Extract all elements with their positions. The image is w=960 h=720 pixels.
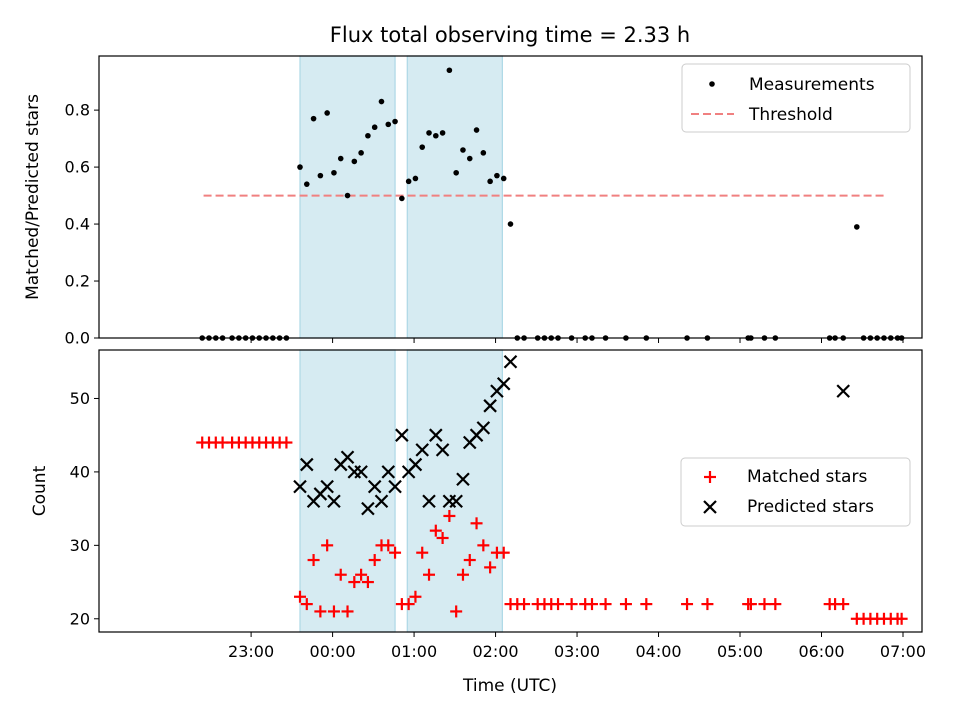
matched-star-point: [518, 598, 530, 610]
measurement-point: [474, 127, 480, 133]
matched-star-point: [600, 598, 612, 610]
measurement-point: [379, 99, 385, 105]
measurement-point: [467, 156, 473, 162]
measurement-point: [508, 221, 514, 227]
measurement-point: [453, 170, 459, 176]
matched-star-point: [769, 598, 781, 610]
measurement-point: [501, 176, 507, 182]
bottom-y-tick-label: 30: [70, 536, 90, 555]
predicted-star-point: [396, 429, 408, 441]
measurement-point: [481, 150, 487, 156]
top-x-ticks: [251, 338, 903, 343]
matched-star-point: [837, 598, 849, 610]
top-y-tick-label: 0.4: [65, 215, 90, 234]
x-tick-label: 03:00: [554, 642, 600, 661]
bottom-x-ticks: 23:00 00:00 01:00 02:00 03:00 04:00 05:00 06:00…: [228, 632, 926, 661]
matched-star-point: [586, 598, 598, 610]
observing-interval-band: [407, 56, 502, 338]
x-axis-label: Time (UTC): [462, 676, 557, 696]
ratio-panel: 0.0 0.2 0.4 0.6 0.8 Flux total observing tim…: [23, 23, 922, 348]
measurement-point: [392, 119, 398, 125]
measurement-point: [399, 196, 405, 202]
measurement-point: [426, 130, 432, 136]
measurement-point: [297, 164, 303, 170]
measurement-point: [419, 144, 425, 150]
measurement-point: [345, 193, 351, 199]
chart-canvas: 0.0 0.2 0.4 0.6 0.8 Flux total observing tim…: [0, 0, 960, 720]
matched-star-point: [280, 437, 292, 449]
top-y-tick-label: 0.8: [65, 101, 90, 120]
measurement-point: [385, 122, 391, 128]
x-tick-label: 23:00: [228, 642, 274, 661]
measurement-point: [331, 170, 337, 176]
x-tick-label: 05:00: [717, 642, 763, 661]
matched-star-point: [566, 598, 578, 610]
measurement-point: [494, 173, 500, 179]
top-y-tick-label: 0.6: [65, 158, 90, 177]
measurement-point: [433, 133, 439, 139]
measurement-point: [352, 159, 358, 165]
bottom-y-tick-label: 40: [70, 462, 90, 481]
bottom-legend: Matched stars Predicted stars: [681, 458, 910, 526]
x-tick-label: 04:00: [635, 642, 681, 661]
measurement-point: [440, 130, 446, 136]
x-tick-label: 00:00: [310, 642, 356, 661]
matched-star-point: [745, 598, 757, 610]
observing-interval-band: [300, 350, 395, 632]
top-y-tick-label: 0.2: [65, 272, 90, 291]
matched-star-point: [681, 598, 693, 610]
measurement-point: [406, 179, 412, 185]
bottom-y-ticks: 20 30 40 50: [70, 389, 99, 628]
predicted-star-point: [505, 356, 517, 368]
legend-measurements-label: Measurements: [749, 75, 875, 95]
x-tick-label: 02:00: [473, 642, 519, 661]
legend-matched-label: Matched stars: [747, 467, 867, 487]
measurement-point: [358, 150, 364, 156]
matched-star-point: [758, 598, 770, 610]
measurement-point: [304, 181, 310, 187]
top-y-ticks: 0.0 0.2 0.4 0.6 0.8: [65, 101, 99, 348]
matched-star-point: [552, 598, 564, 610]
bottom-y-axis-label: Count: [30, 465, 50, 516]
observing-interval-band: [407, 350, 502, 632]
legend-measurements-marker: [709, 81, 715, 87]
x-tick-label: 01:00: [391, 642, 437, 661]
count-panel: 20 30 40 50 23:00 00:00 01:00 02:00 03:00 04:00 0…: [30, 350, 926, 696]
measurement-point: [372, 124, 378, 130]
measurement-point: [318, 173, 324, 179]
bottom-y-tick-label: 20: [70, 609, 90, 628]
top-y-tick-label: 0.0: [65, 329, 90, 348]
x-tick-label: 06:00: [798, 642, 844, 661]
measurement-point: [324, 110, 330, 116]
measurement-point: [460, 147, 466, 153]
measurement-point: [365, 133, 371, 139]
bottom-y-tick-label: 50: [70, 389, 90, 408]
predicted-star-point: [837, 385, 849, 397]
measurement-point: [487, 179, 493, 185]
legend-threshold-label: Threshold: [748, 105, 833, 125]
top-legend: Measurements Threshold: [682, 64, 910, 132]
top-y-axis-label: Matched/Predicted stars: [23, 94, 43, 300]
matched-star-point: [701, 598, 713, 610]
legend-predicted-label: Predicted stars: [747, 497, 874, 517]
matched-star-point: [640, 598, 652, 610]
x-tick-label: 07:00: [880, 642, 926, 661]
measurement-point: [854, 224, 860, 230]
measurement-point: [338, 156, 344, 162]
matched-star-point: [620, 598, 632, 610]
measurement-point: [447, 67, 453, 73]
measurement-point: [413, 176, 419, 182]
chart-title: Flux total observing time = 2.33 h: [330, 23, 690, 47]
measurement-point: [311, 116, 317, 122]
